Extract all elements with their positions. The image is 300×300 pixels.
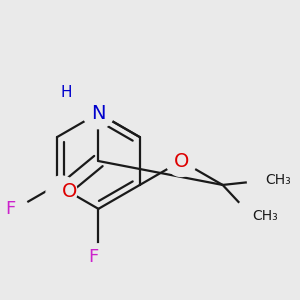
- Text: N: N: [91, 104, 106, 123]
- Text: CH₃: CH₃: [252, 209, 278, 224]
- Circle shape: [46, 176, 77, 207]
- Text: O: O: [61, 182, 77, 201]
- Circle shape: [83, 98, 114, 129]
- Circle shape: [234, 198, 270, 234]
- Text: H: H: [61, 85, 72, 100]
- Circle shape: [85, 244, 111, 269]
- Circle shape: [248, 162, 284, 198]
- Text: F: F: [88, 248, 98, 266]
- Text: CH₃: CH₃: [266, 173, 291, 188]
- Circle shape: [166, 146, 197, 176]
- Circle shape: [59, 85, 74, 100]
- Circle shape: [3, 196, 28, 222]
- Text: O: O: [173, 152, 189, 170]
- Text: F: F: [5, 200, 16, 218]
